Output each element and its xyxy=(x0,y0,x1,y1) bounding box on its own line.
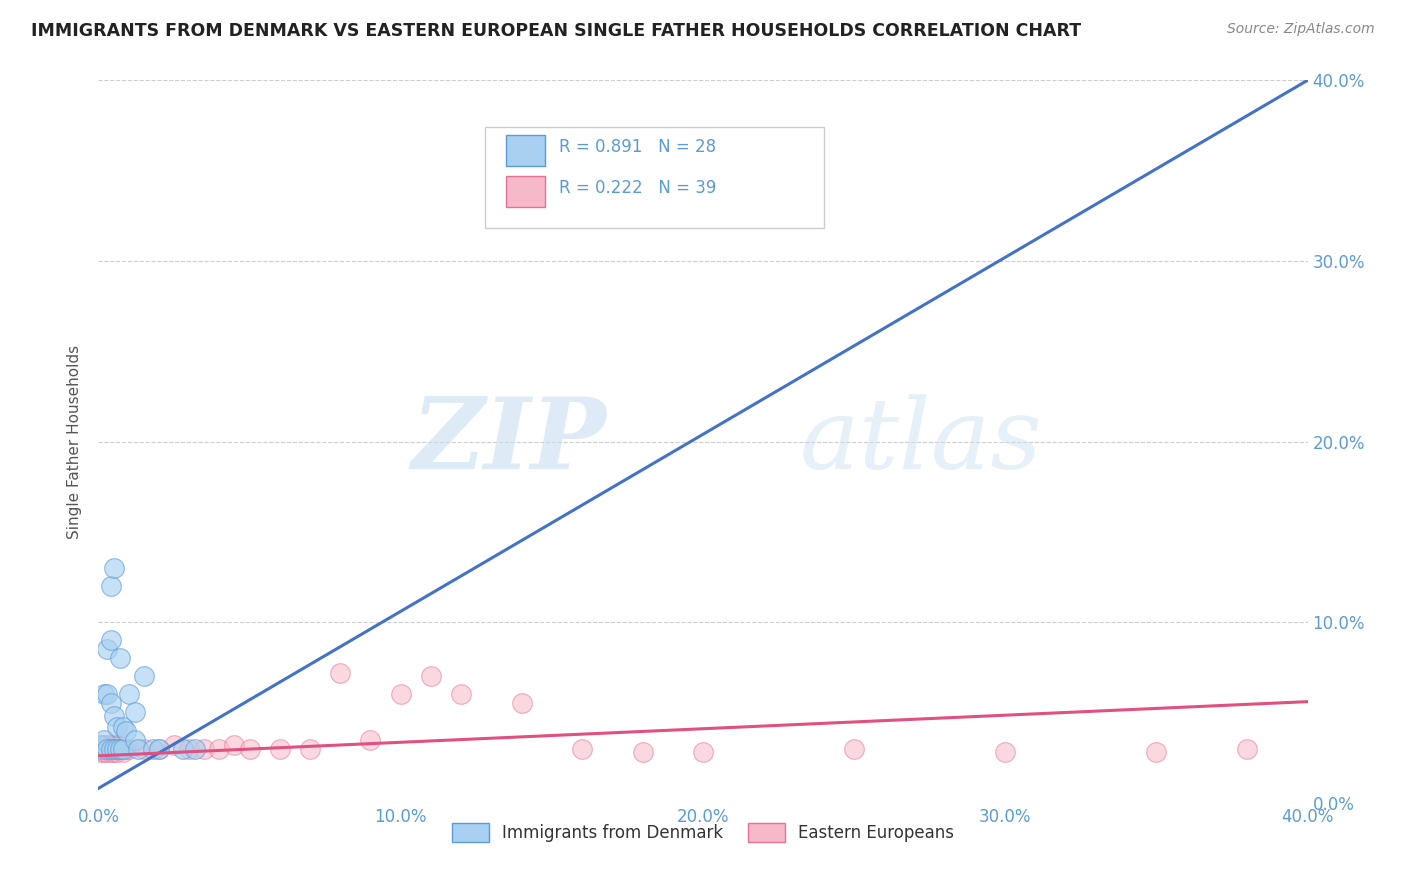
Text: atlas: atlas xyxy=(800,394,1042,489)
Text: ZIP: ZIP xyxy=(412,393,606,490)
Point xyxy=(132,669,155,683)
Y-axis label: Single Father Households: Single Father Households xyxy=(67,344,83,539)
Point xyxy=(96,687,118,701)
Legend: Immigrants from Denmark, Eastern Europeans: Immigrants from Denmark, Eastern Europea… xyxy=(446,816,960,848)
Point xyxy=(124,706,146,720)
Point xyxy=(93,745,115,759)
Point xyxy=(224,738,246,752)
Point xyxy=(163,738,186,752)
Point xyxy=(124,732,146,747)
Point xyxy=(127,741,149,756)
Point xyxy=(1236,741,1258,756)
FancyBboxPatch shape xyxy=(485,128,824,228)
Point xyxy=(118,687,141,701)
Point xyxy=(142,741,165,756)
Text: R = 0.222   N = 39: R = 0.222 N = 39 xyxy=(560,179,717,197)
Point xyxy=(571,741,593,756)
Point xyxy=(692,745,714,759)
Point xyxy=(96,642,118,657)
Point xyxy=(90,745,112,759)
Point xyxy=(100,741,122,756)
Point xyxy=(90,738,112,752)
Point xyxy=(100,738,122,752)
Point xyxy=(111,741,134,756)
Text: Source: ZipAtlas.com: Source: ZipAtlas.com xyxy=(1227,22,1375,37)
Point xyxy=(108,741,131,756)
Point xyxy=(103,738,125,752)
Point xyxy=(389,687,412,701)
Point xyxy=(96,745,118,759)
Point xyxy=(172,741,194,756)
Point xyxy=(103,745,125,759)
Point xyxy=(100,697,122,711)
Point xyxy=(100,579,122,593)
Point xyxy=(631,745,654,759)
Point xyxy=(111,745,134,759)
Point xyxy=(105,741,128,756)
Point xyxy=(994,745,1017,759)
Point xyxy=(360,732,382,747)
Point xyxy=(90,741,112,756)
Point xyxy=(100,745,122,759)
Point xyxy=(844,741,866,756)
Point xyxy=(269,741,291,756)
Point xyxy=(105,738,128,752)
Text: R = 0.891   N = 28: R = 0.891 N = 28 xyxy=(560,137,716,156)
Point xyxy=(114,741,136,756)
Point xyxy=(96,738,118,752)
Point xyxy=(193,741,215,756)
Point xyxy=(118,741,141,756)
Point xyxy=(96,741,118,756)
Point xyxy=(179,741,201,756)
Point xyxy=(114,723,136,738)
Point xyxy=(148,741,170,756)
Point xyxy=(103,741,125,756)
Point xyxy=(105,720,128,734)
Point xyxy=(108,651,131,665)
Point xyxy=(105,745,128,759)
Point xyxy=(208,741,231,756)
Text: IMMIGRANTS FROM DENMARK VS EASTERN EUROPEAN SINGLE FATHER HOUSEHOLDS CORRELATION: IMMIGRANTS FROM DENMARK VS EASTERN EUROP… xyxy=(31,22,1081,40)
Point xyxy=(100,633,122,648)
Point xyxy=(148,741,170,756)
Point xyxy=(103,709,125,723)
Point xyxy=(93,732,115,747)
Point xyxy=(93,687,115,701)
Point xyxy=(239,741,262,756)
Point xyxy=(510,697,533,711)
Point xyxy=(111,720,134,734)
Point xyxy=(90,738,112,752)
Point xyxy=(299,741,322,756)
Point xyxy=(93,738,115,752)
Point xyxy=(450,687,472,701)
Point xyxy=(420,669,443,683)
Bar xyxy=(506,136,544,166)
Point xyxy=(184,741,207,756)
Bar xyxy=(506,177,544,207)
Point xyxy=(329,665,352,680)
Point xyxy=(132,741,155,756)
Point xyxy=(108,741,131,756)
Point xyxy=(1144,745,1167,759)
Point xyxy=(103,561,125,575)
